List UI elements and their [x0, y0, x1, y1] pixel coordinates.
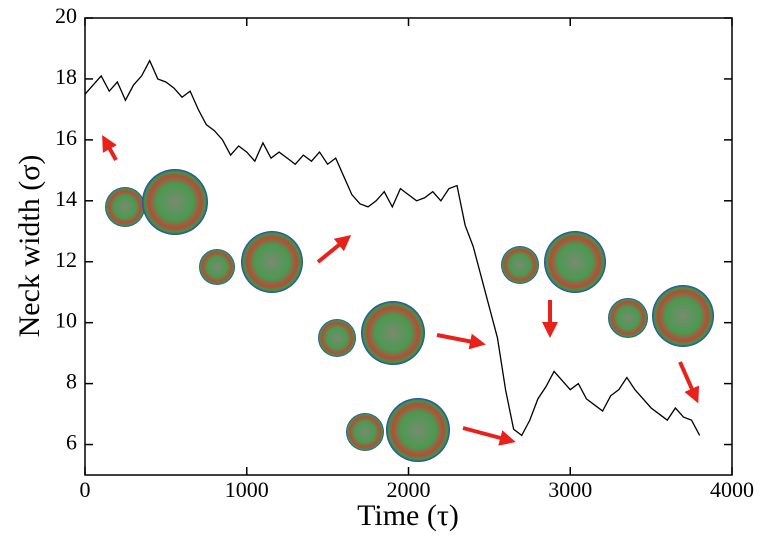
x-tick-label: 4000	[710, 477, 754, 502]
arrows	[102, 135, 700, 446]
snapshots	[105, 169, 714, 462]
vesicle	[142, 169, 208, 235]
y-tick-label: 20	[55, 3, 77, 28]
x-tick-label: 0	[80, 477, 91, 502]
x-tick-label: 3000	[548, 477, 592, 502]
arrow	[316, 234, 352, 264]
x-tick-label: 2000	[387, 477, 431, 502]
vesicle	[105, 187, 145, 227]
arrow	[462, 426, 516, 446]
vesicle	[608, 298, 648, 338]
data-line	[84, 59, 701, 437]
y-tick-label: 12	[55, 247, 77, 272]
vesicle	[361, 301, 425, 365]
vesicle	[652, 285, 714, 347]
y-axis-label: Neck width (σ)	[13, 155, 46, 338]
x-axis-label: Time (τ)	[357, 499, 459, 532]
y-tick-label: 18	[55, 64, 77, 89]
y-tick-label: 14	[55, 186, 77, 211]
y-tick-label: 10	[55, 308, 77, 333]
y-tick-label: 6	[66, 430, 77, 455]
vesicle	[386, 398, 450, 462]
vesicle	[199, 249, 235, 285]
vesicle	[318, 319, 356, 357]
plot-area	[84, 59, 701, 437]
arrow	[102, 135, 118, 161]
vesicle	[241, 231, 303, 293]
vesicle	[346, 413, 384, 451]
vesicle	[544, 231, 606, 293]
arrow	[678, 361, 700, 404]
y-tick-label: 8	[66, 369, 77, 394]
y-tick-label: 16	[55, 125, 77, 150]
vesicle	[501, 246, 539, 284]
arrow	[436, 333, 486, 350]
x-tick-label: 1000	[225, 477, 269, 502]
